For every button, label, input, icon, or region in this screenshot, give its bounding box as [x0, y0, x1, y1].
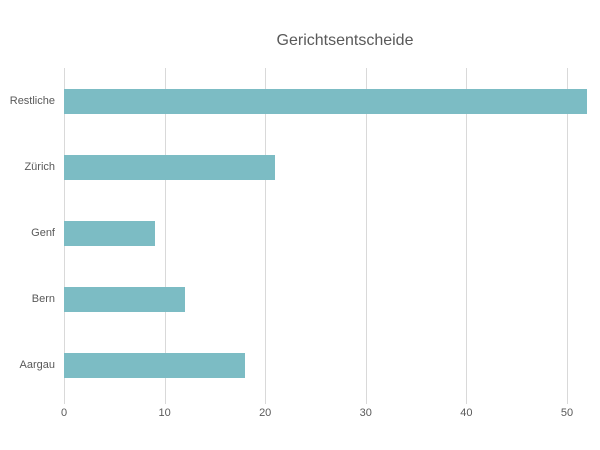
bar	[64, 352, 246, 378]
x-axis-tick-label: 20	[259, 407, 272, 419]
x-axis-tick-label: 30	[359, 407, 372, 419]
bar	[64, 88, 588, 114]
chart-title: Gerichtsentscheide	[276, 32, 414, 49]
x-axis-tick-label: 40	[460, 407, 473, 419]
gridline	[567, 68, 568, 404]
gridline	[265, 68, 267, 404]
gridline	[466, 68, 468, 404]
bar	[64, 154, 276, 180]
y-axis-label: Genf	[31, 227, 55, 239]
gridline	[365, 68, 367, 404]
y-axis-label: Restliche	[9, 95, 55, 107]
x-axis-tick-label: 0	[60, 407, 68, 419]
x-axis-tick-label: 10	[158, 407, 171, 419]
y-axis-label: Zürich	[24, 161, 55, 173]
bar	[64, 286, 185, 312]
y-axis-label: Aargau	[19, 359, 55, 371]
gridline	[164, 68, 166, 404]
x-axis-tick-label: 50	[560, 407, 574, 419]
bar	[64, 220, 155, 246]
y-axis-label: Bern	[31, 293, 55, 305]
plot-area	[64, 68, 592, 404]
